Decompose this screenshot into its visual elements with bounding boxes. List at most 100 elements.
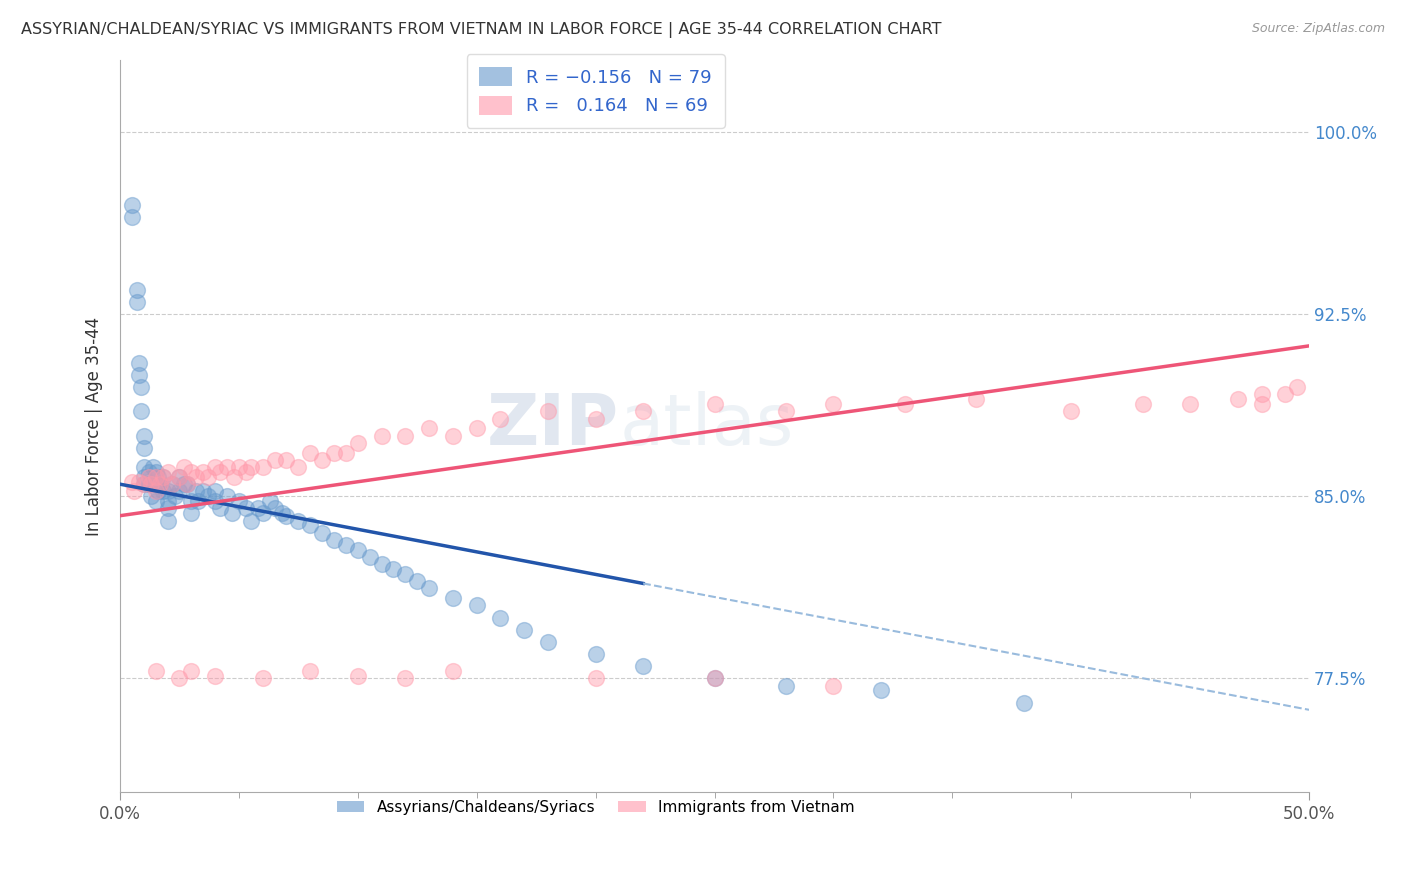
Point — [132, 441, 155, 455]
Point — [180, 506, 202, 520]
Point — [775, 404, 797, 418]
Point — [537, 404, 560, 418]
Point — [138, 470, 160, 484]
Point — [180, 494, 202, 508]
Point — [235, 465, 257, 479]
Point — [418, 582, 440, 596]
Point — [335, 445, 357, 459]
Point — [224, 470, 246, 484]
Point — [131, 380, 153, 394]
Point — [139, 477, 162, 491]
Point — [156, 494, 179, 508]
Point — [394, 671, 416, 685]
Point — [152, 470, 174, 484]
Point — [894, 397, 917, 411]
Point — [176, 477, 198, 491]
Point — [228, 460, 250, 475]
Point — [585, 411, 607, 425]
Point — [585, 671, 607, 685]
Point — [259, 494, 281, 508]
Text: Source: ZipAtlas.com: Source: ZipAtlas.com — [1251, 22, 1385, 36]
Point — [239, 514, 262, 528]
Point — [173, 460, 195, 475]
Point — [131, 404, 153, 418]
Point — [823, 397, 845, 411]
Point — [128, 368, 150, 382]
Point — [346, 542, 368, 557]
Point — [287, 460, 309, 475]
Point — [323, 533, 346, 547]
Point — [176, 477, 198, 491]
Text: ZIP: ZIP — [486, 392, 620, 460]
Point — [287, 514, 309, 528]
Point — [204, 494, 226, 508]
Point — [139, 477, 162, 491]
Point — [394, 428, 416, 442]
Point — [152, 484, 174, 499]
Point — [204, 669, 226, 683]
Point — [299, 518, 322, 533]
Point — [122, 484, 145, 499]
Point — [149, 477, 172, 491]
Point — [323, 445, 346, 459]
Point — [346, 669, 368, 683]
Point — [1226, 392, 1249, 407]
Point — [197, 470, 219, 484]
Point — [311, 525, 333, 540]
Point — [1178, 397, 1201, 411]
Point — [132, 470, 155, 484]
Point — [215, 460, 238, 475]
Point — [138, 477, 160, 491]
Point — [215, 489, 238, 503]
Point — [169, 671, 191, 685]
Text: ASSYRIAN/CHALDEAN/SYRIAC VS IMMIGRANTS FROM VIETNAM IN LABOR FORCE | AGE 35-44 C: ASSYRIAN/CHALDEAN/SYRIAC VS IMMIGRANTS F… — [21, 22, 942, 38]
Point — [263, 453, 285, 467]
Point — [370, 428, 392, 442]
Point — [1250, 397, 1272, 411]
Point — [276, 453, 298, 467]
Point — [193, 484, 215, 499]
Point — [346, 436, 368, 450]
Point — [180, 465, 202, 479]
Point — [173, 477, 195, 491]
Point — [152, 470, 174, 484]
Point — [145, 484, 167, 499]
Point — [311, 453, 333, 467]
Point — [703, 671, 725, 685]
Point — [1012, 696, 1035, 710]
Point — [132, 460, 155, 475]
Point — [121, 211, 143, 225]
Point — [965, 392, 987, 407]
Point — [146, 484, 169, 499]
Point — [128, 475, 150, 489]
Point — [162, 477, 184, 491]
Point — [585, 647, 607, 661]
Point — [121, 198, 143, 212]
Point — [513, 623, 536, 637]
Point — [406, 574, 429, 589]
Point — [145, 470, 167, 484]
Point — [156, 501, 179, 516]
Point — [276, 508, 298, 523]
Point — [263, 501, 285, 516]
Point — [121, 475, 143, 489]
Point — [142, 460, 165, 475]
Point — [156, 465, 179, 479]
Point — [870, 683, 893, 698]
Point — [465, 421, 488, 435]
Point — [145, 664, 167, 678]
Point — [631, 404, 654, 418]
Point — [149, 477, 172, 491]
Point — [193, 465, 215, 479]
Legend: Assyrians/Chaldeans/Syriacs, Immigrants from Vietnam: Assyrians/Chaldeans/Syriacs, Immigrants … — [330, 794, 860, 822]
Point — [359, 549, 381, 564]
Point — [208, 465, 231, 479]
Point — [489, 610, 512, 624]
Point — [370, 558, 392, 572]
Point — [132, 477, 155, 491]
Point — [221, 506, 243, 520]
Point — [228, 494, 250, 508]
Point — [465, 599, 488, 613]
Point — [631, 659, 654, 673]
Point — [441, 591, 464, 606]
